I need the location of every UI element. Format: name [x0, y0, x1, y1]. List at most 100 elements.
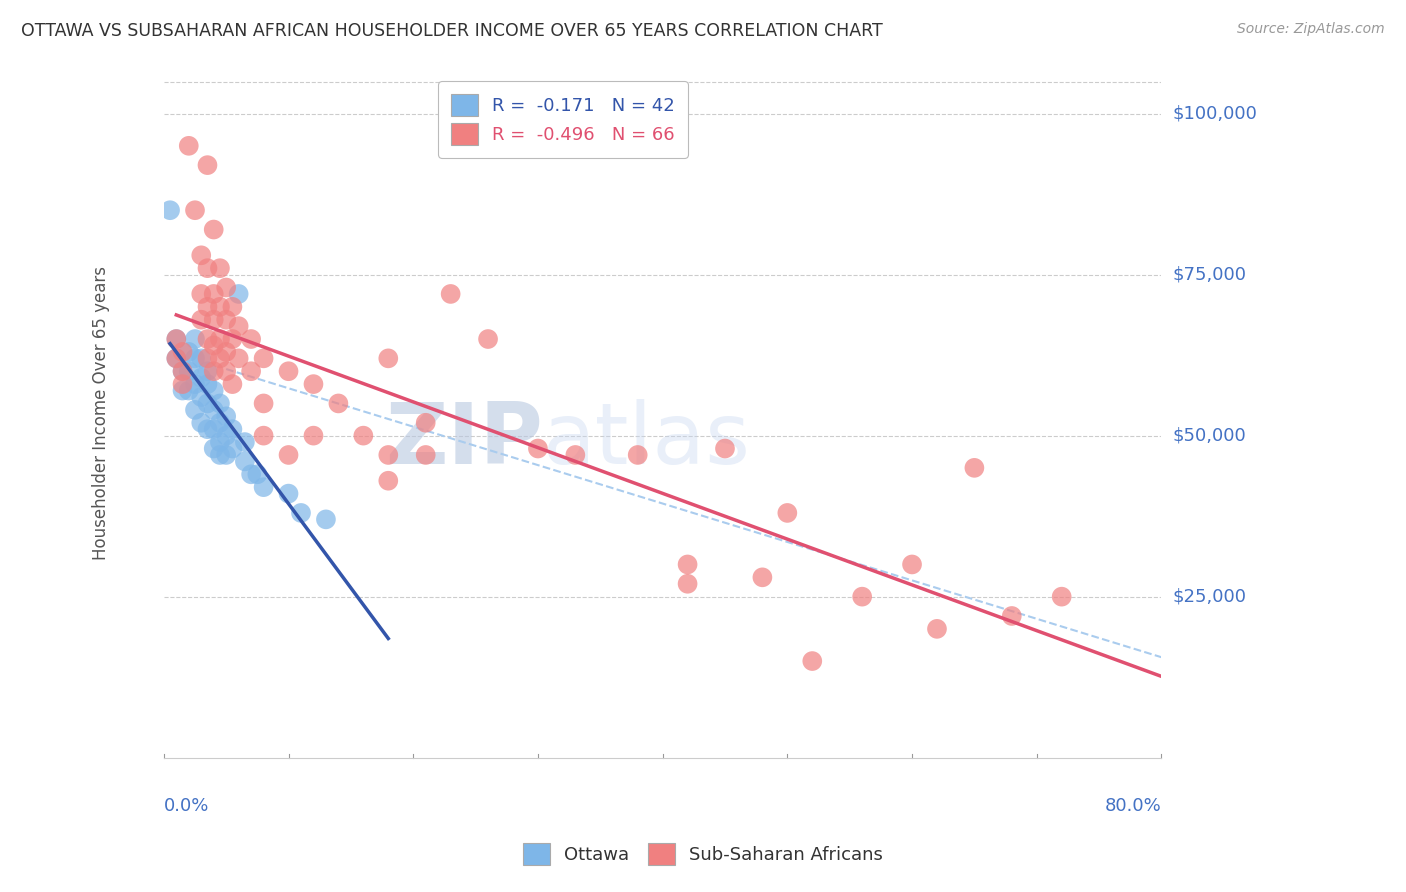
Point — [315, 512, 337, 526]
Point — [527, 442, 550, 456]
Point — [352, 428, 374, 442]
Point — [627, 448, 650, 462]
Point — [190, 312, 212, 326]
Point — [228, 287, 250, 301]
Point — [202, 403, 225, 417]
Point — [208, 261, 231, 276]
Point — [197, 351, 219, 366]
Point — [776, 506, 799, 520]
Point — [208, 300, 231, 314]
Point — [202, 338, 225, 352]
Point — [714, 442, 737, 456]
Point — [228, 351, 250, 366]
Point — [415, 448, 437, 462]
Point — [202, 442, 225, 456]
Point — [177, 364, 200, 378]
Point — [215, 428, 238, 442]
Point — [184, 332, 207, 346]
Point — [228, 319, 250, 334]
Legend: R =  -0.171   N = 42, R =  -0.496   N = 66: R = -0.171 N = 42, R = -0.496 N = 66 — [439, 81, 688, 158]
Point — [177, 384, 200, 398]
Point — [925, 622, 948, 636]
Point — [197, 396, 219, 410]
Point — [277, 448, 299, 462]
Point — [240, 332, 263, 346]
Point — [202, 364, 225, 378]
Point — [172, 384, 194, 398]
Point — [440, 287, 463, 301]
Point — [197, 364, 219, 378]
Text: $100,000: $100,000 — [1173, 104, 1257, 122]
Point — [233, 454, 256, 468]
Point — [190, 248, 212, 262]
Point — [202, 312, 225, 326]
Point — [477, 332, 499, 346]
Point — [197, 422, 219, 436]
Point — [221, 377, 243, 392]
Point — [215, 364, 238, 378]
Point — [901, 558, 924, 572]
Point — [252, 351, 274, 366]
Point — [564, 448, 586, 462]
Point — [415, 416, 437, 430]
Point — [177, 345, 200, 359]
Point — [1001, 609, 1024, 624]
Point — [221, 332, 243, 346]
Point — [302, 377, 325, 392]
Point — [172, 364, 194, 378]
Point — [184, 203, 207, 218]
Point — [240, 467, 263, 482]
Point — [676, 558, 699, 572]
Text: Source: ZipAtlas.com: Source: ZipAtlas.com — [1237, 22, 1385, 37]
Point — [197, 332, 219, 346]
Point — [963, 460, 986, 475]
Point — [221, 300, 243, 314]
Legend: Ottawa, Sub-Saharan Africans: Ottawa, Sub-Saharan Africans — [515, 834, 891, 874]
Point — [172, 377, 194, 392]
Point — [197, 377, 219, 392]
Point — [208, 448, 231, 462]
Point — [215, 280, 238, 294]
Point — [190, 351, 212, 366]
Point — [377, 448, 399, 462]
Point — [851, 590, 873, 604]
Point — [177, 138, 200, 153]
Point — [197, 158, 219, 172]
Point — [208, 351, 231, 366]
Point — [801, 654, 824, 668]
Point — [377, 474, 399, 488]
Point — [184, 377, 207, 392]
Point — [202, 287, 225, 301]
Text: $75,000: $75,000 — [1173, 266, 1247, 284]
Point — [165, 332, 187, 346]
Point — [208, 416, 231, 430]
Point — [184, 403, 207, 417]
Point — [208, 396, 231, 410]
Point — [208, 435, 231, 450]
Point — [165, 351, 187, 366]
Text: $25,000: $25,000 — [1173, 588, 1247, 606]
Point — [302, 428, 325, 442]
Point — [208, 332, 231, 346]
Point — [159, 203, 181, 218]
Point — [190, 390, 212, 404]
Point — [202, 222, 225, 236]
Point — [172, 364, 194, 378]
Point — [221, 442, 243, 456]
Text: OTTAWA VS SUBSAHARAN AFRICAN HOUSEHOLDER INCOME OVER 65 YEARS CORRELATION CHART: OTTAWA VS SUBSAHARAN AFRICAN HOUSEHOLDER… — [21, 22, 883, 40]
Point — [246, 467, 269, 482]
Point — [277, 486, 299, 500]
Text: $50,000: $50,000 — [1173, 426, 1246, 444]
Text: 0.0%: 0.0% — [165, 797, 209, 814]
Point — [190, 370, 212, 384]
Point — [1050, 590, 1073, 604]
Point — [240, 364, 263, 378]
Point — [215, 409, 238, 424]
Point — [172, 345, 194, 359]
Point — [252, 428, 274, 442]
Point — [197, 300, 219, 314]
Point — [221, 422, 243, 436]
Point — [277, 364, 299, 378]
Point — [197, 261, 219, 276]
Point — [165, 351, 187, 366]
